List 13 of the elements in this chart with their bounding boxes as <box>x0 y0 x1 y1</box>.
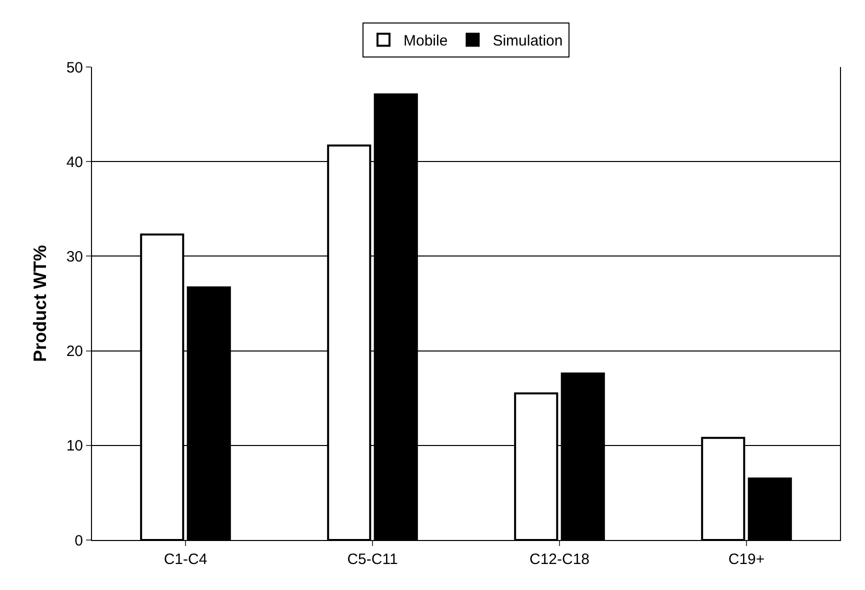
y-tick-label: 40 <box>66 154 83 171</box>
x-tick-label: C5-C11 <box>347 551 398 568</box>
y-tick-label: 50 <box>66 59 83 76</box>
legend-label: Simulation <box>492 32 563 50</box>
x-tick-label: C1-C4 <box>164 551 208 568</box>
x-tick-label: C19+ <box>728 551 765 568</box>
x-tick-label: C12-C18 <box>529 551 590 568</box>
y-tick-label: 10 <box>66 438 83 455</box>
y-tick-label: 0 <box>74 532 83 550</box>
y-tick-label: 20 <box>66 343 83 360</box>
y-axis-title: Product WT% <box>30 245 50 362</box>
legend-label: Mobile <box>404 32 448 50</box>
y-tick-label: 30 <box>66 248 83 266</box>
